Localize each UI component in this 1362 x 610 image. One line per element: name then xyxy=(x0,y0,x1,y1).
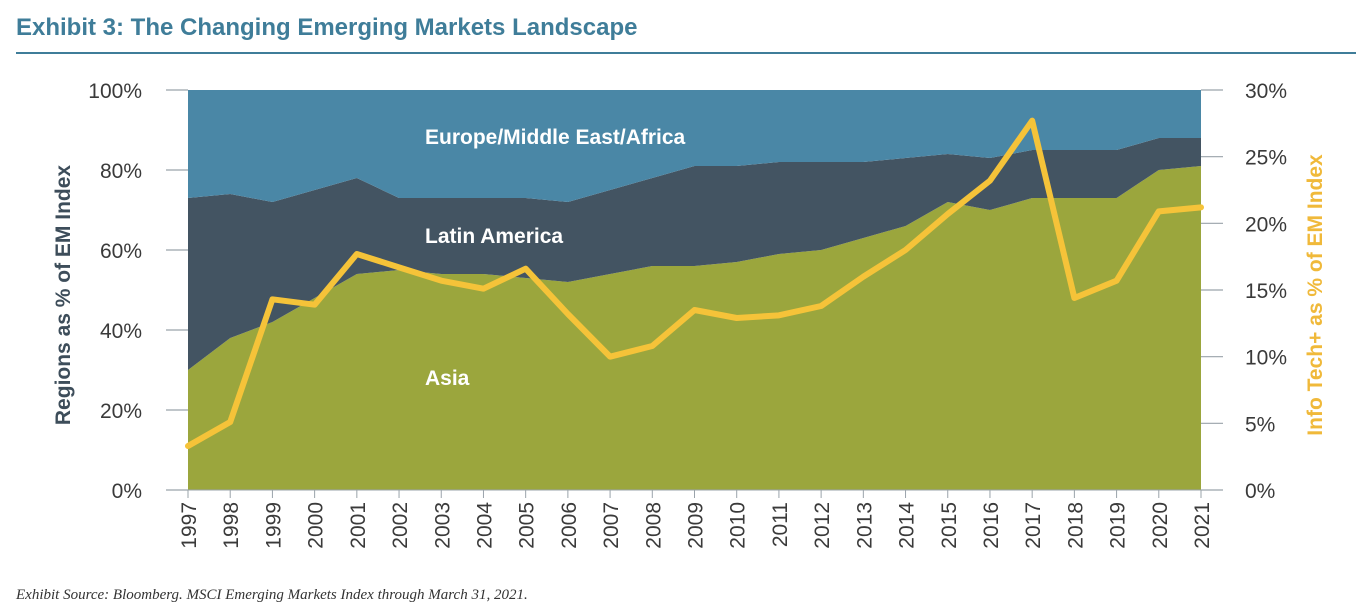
right-tick-label: 10% xyxy=(1245,347,1287,370)
x-tick-label: 2019 xyxy=(1107,502,1130,549)
area-latin-america xyxy=(188,138,1201,370)
x-tick-label: 1999 xyxy=(262,502,285,549)
left-tick-label: 60% xyxy=(100,240,142,263)
x-tick-label: 2003 xyxy=(431,502,454,549)
x-tick-label: 2006 xyxy=(558,502,581,549)
x-tick-label: 2001 xyxy=(347,502,370,549)
axes-layer: 0% 20% 40% 60% 80% 100% 0% 5% 10% 15% 20% 25% 30% 199… xyxy=(52,80,1327,549)
source-note: Exhibit Source: Bloomberg. MSCI Emerging… xyxy=(16,587,528,603)
chart-title: Exhibit 3: The Changing Emerging Markets… xyxy=(16,14,638,41)
x-tick-label: 2005 xyxy=(516,502,539,549)
left-tick-label: 80% xyxy=(100,160,142,183)
areas-layer xyxy=(188,90,1201,490)
x-tick-label: 2014 xyxy=(896,502,919,549)
line-layer xyxy=(185,117,1204,449)
right-tick-label: 0% xyxy=(1245,480,1275,503)
x-tick-label: 2009 xyxy=(685,502,708,549)
x-tick-label: 2021 xyxy=(1191,502,1214,549)
y-axis-title-right: Info Tech+ as % of EM Index xyxy=(1304,154,1327,436)
title-rule xyxy=(16,52,1356,54)
right-tick-label: 5% xyxy=(1245,413,1275,436)
left-tick-label: 100% xyxy=(88,80,142,103)
right-tick-label: 30% xyxy=(1245,80,1287,103)
x-tick-label: 2013 xyxy=(853,502,876,549)
x-tick-label: 1997 xyxy=(178,502,201,549)
x-tick-label: 2016 xyxy=(980,502,1003,549)
x-tick-label: 1998 xyxy=(220,502,243,549)
x-tick-label: 2010 xyxy=(727,502,750,549)
x-tick-label: 2008 xyxy=(642,502,665,549)
x-tick-label: 2000 xyxy=(305,502,328,549)
x-tick-label: 2002 xyxy=(389,502,412,549)
stacked-area-chart: 0% 20% 40% 60% 80% 100% 0% 5% 10% 15% 20% 25% 30% 199… xyxy=(52,80,1327,549)
x-tick-label: 2020 xyxy=(1149,502,1172,549)
labels-layer: Asia Latin America Europe/Middle East/Afri… xyxy=(425,126,686,390)
x-tick-label: 2012 xyxy=(811,502,834,549)
x-tick-label: 2018 xyxy=(1064,502,1087,549)
x-tick-label: 2017 xyxy=(1022,502,1045,549)
x-tick-label: 2011 xyxy=(769,502,792,547)
left-tick-label: 0% xyxy=(112,480,142,503)
x-tick-label: 2007 xyxy=(600,502,623,549)
x-tick-label: 2015 xyxy=(938,502,961,549)
area-asia xyxy=(188,166,1201,490)
y-axis-title-left: Regions as % of EM Index xyxy=(52,165,75,426)
left-tick-label: 40% xyxy=(100,320,142,343)
right-tick-label: 15% xyxy=(1245,280,1287,303)
x-tick-label: 2004 xyxy=(473,502,496,549)
area-europe-middle-east-africa xyxy=(188,90,1201,202)
area-label-latin-america: Latin America xyxy=(425,225,563,248)
right-tick-label: 20% xyxy=(1245,213,1287,236)
area-label-asia: Asia xyxy=(425,367,470,390)
right-tick-label: 25% xyxy=(1245,147,1287,170)
area-label-europe-middle-east-africa: Europe/Middle East/Africa xyxy=(425,126,686,149)
left-tick-label: 20% xyxy=(100,400,142,423)
